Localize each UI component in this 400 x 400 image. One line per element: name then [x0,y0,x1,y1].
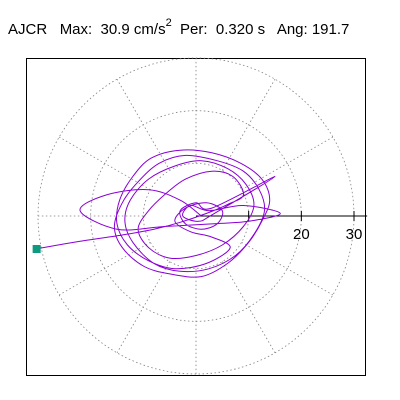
max-amplitude-marker [33,245,41,253]
grid-spoke [242,242,333,295]
grid-spoke [59,137,150,190]
orbit-trace [37,150,280,277]
grid-spoke [222,262,275,353]
grid-spoke [117,79,170,170]
grid-spoke [59,242,150,295]
grid-spoke [117,262,170,353]
radial-tick-label: 30 [346,226,363,243]
grid-spoke [222,79,275,170]
grid-spoke [242,137,333,190]
radial-tick-label: 20 [293,226,310,243]
